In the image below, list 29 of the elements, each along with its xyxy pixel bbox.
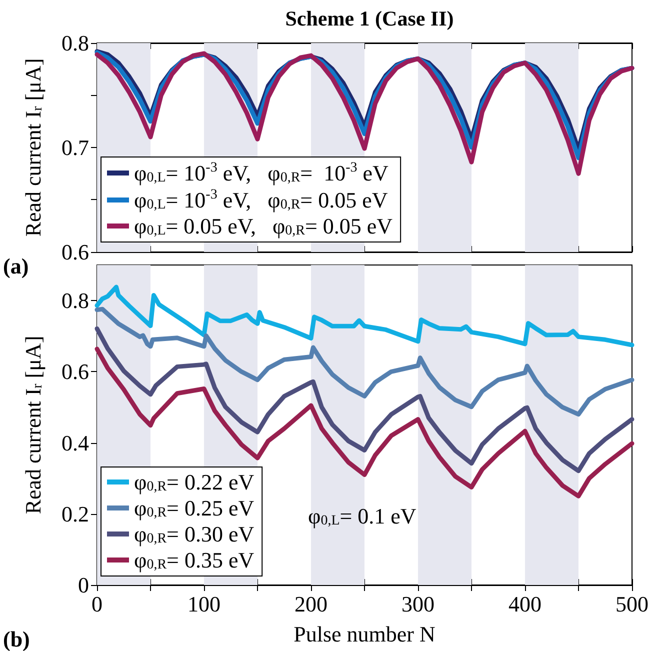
- legend-label: φ0,L= 0.05 eV, φ0,R= 0.05 eV: [134, 214, 393, 238]
- text: (a): [3, 254, 29, 278]
- x-tick-label: 200: [294, 592, 328, 616]
- x-tick-label: 400: [508, 592, 542, 616]
- y-tick-label: 0.4: [62, 430, 89, 456]
- y-tick-label: 0.8: [62, 30, 89, 56]
- y-tick-label: 0.2: [62, 501, 89, 526]
- chart-title: Scheme 1 (Case II): [285, 6, 454, 30]
- y-tick-label: 0.6: [62, 359, 89, 384]
- annotation: φ0,L= 0.1 eV: [308, 504, 416, 528]
- y-axis-title: Read current Ir [μA]: [20, 58, 46, 237]
- y-tick-label: 0: [78, 572, 89, 598]
- legend-label: φ0,R= 0.30 eV: [134, 522, 254, 546]
- line-series: [94, 284, 634, 348]
- y-tick-label: 0.6: [62, 240, 89, 264]
- line-series: [94, 326, 634, 474]
- y-tick-label: 0.8: [62, 288, 89, 314]
- line-series: [94, 306, 634, 417]
- x-axis-title: Pulse number N: [294, 622, 436, 646]
- x-tick-label: 100: [188, 592, 220, 616]
- legend-label: φ0,R= 0.35 eV: [134, 548, 254, 572]
- y-axis-title: Read current Ir [μA]: [20, 336, 46, 514]
- text: (b): [3, 626, 30, 651]
- x-tick-label: 500: [616, 592, 648, 616]
- legend-label: φ0,R= 0.25 eV: [134, 496, 254, 520]
- y-tick-label: 0.7: [62, 135, 89, 160]
- legend-label: φ0,R= 0.22 eV: [134, 470, 254, 494]
- line-series: [94, 346, 634, 498]
- x-tick-label: 300: [402, 592, 434, 616]
